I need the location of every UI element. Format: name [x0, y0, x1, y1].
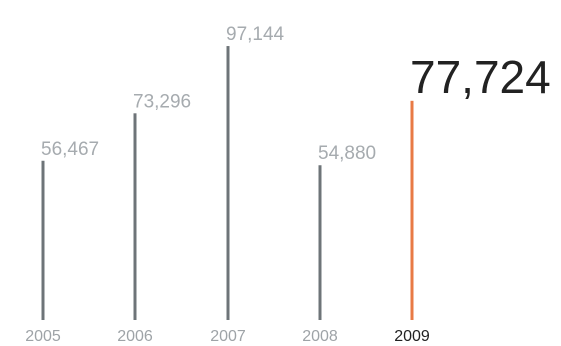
value-labels-layer: 56,467 73,296 97,144 54,880 77,724	[41, 24, 551, 164]
year-label-2005: 2005	[25, 328, 61, 345]
bar-2007	[226, 46, 230, 320]
year-label-2007: 2007	[210, 328, 246, 345]
bar-2008	[318, 165, 322, 320]
bar-2009	[410, 100, 414, 320]
value-label-2006: 73,296	[133, 91, 191, 112]
value-label-2009: 77,724	[410, 51, 551, 103]
year-labels-layer: 2005 2006 2007 2008 2009	[25, 328, 430, 345]
value-label-2005: 56,467	[41, 139, 99, 160]
year-label-2006: 2006	[117, 328, 153, 345]
year-label-2008: 2008	[302, 328, 338, 345]
bars-layer	[41, 46, 414, 320]
bar-2006	[133, 113, 137, 320]
value-label-2007: 97,144	[226, 24, 285, 45]
year-label-2009: 2009	[394, 328, 430, 345]
value-label-2008: 54,880	[318, 143, 376, 164]
bar-2005	[41, 160, 45, 320]
